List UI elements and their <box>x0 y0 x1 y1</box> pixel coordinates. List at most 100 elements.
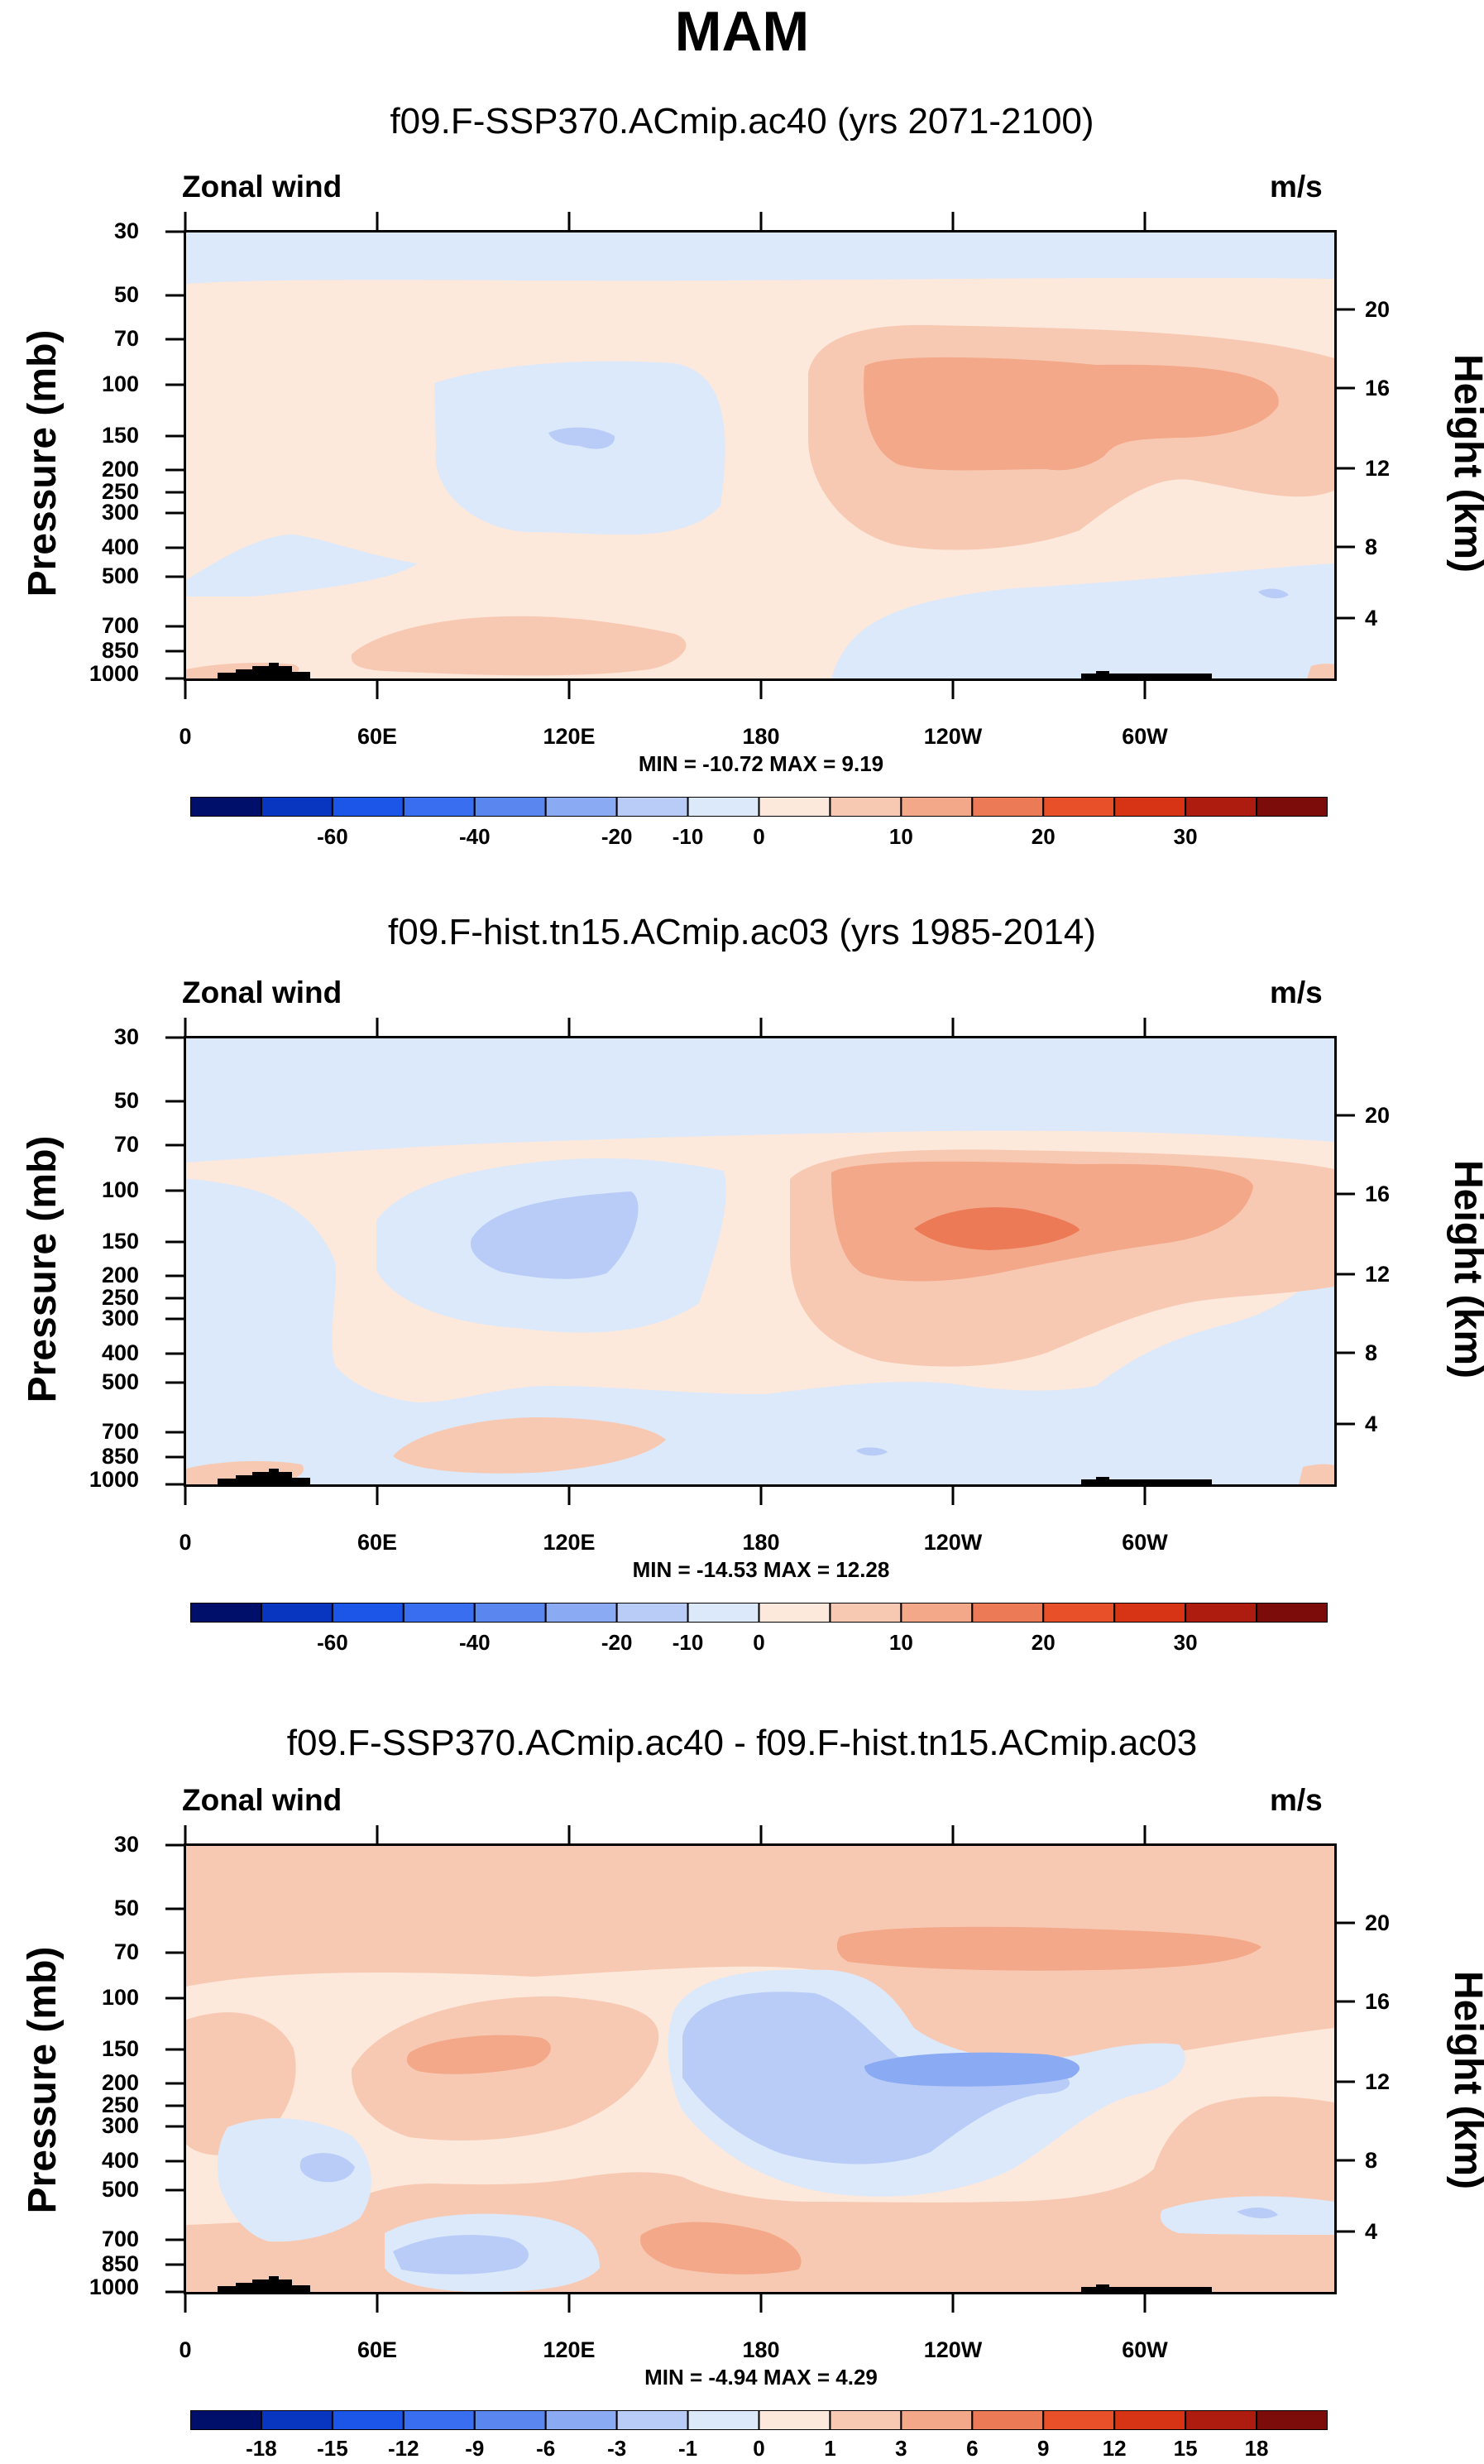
colorbar-box <box>402 797 476 817</box>
colorbar-label: 30 <box>1173 1630 1198 1655</box>
colorbar-box <box>758 2410 831 2430</box>
colorbar-label: 6 <box>966 2436 979 2461</box>
colorbar-box <box>758 797 831 817</box>
y-tick-label: 300 <box>102 500 139 525</box>
colorbar-box <box>615 797 689 817</box>
colorbar-box <box>260 2410 333 2430</box>
figure-title: MAM <box>674 0 810 63</box>
height-tick-label: 4 <box>1365 606 1377 630</box>
fill-negative-anomaly-max <box>864 2052 1079 2087</box>
colorbar-box <box>190 1603 262 1623</box>
fill-negative-lower-core <box>393 2235 529 2275</box>
height-tick-label: 16 <box>1365 376 1390 400</box>
fill-negative-west-core <box>299 2153 355 2183</box>
height-tick-label: 20 <box>1365 1103 1390 1128</box>
y-tick-label: 50 <box>114 1896 139 1920</box>
y-tick-label: 150 <box>102 423 139 448</box>
colorbar-label: 1 <box>824 2436 836 2461</box>
colorbar-box <box>971 2410 1045 2430</box>
fill-surface-westerly-east <box>1307 664 1334 678</box>
x-tick-label: 0 <box>179 2337 191 2362</box>
topography-andes <box>1081 1477 1212 1484</box>
y-tick-label: 250 <box>102 1285 139 1310</box>
colorbar-label: -12 <box>388 2436 419 2461</box>
y-tick-label: 1000 <box>89 2275 139 2299</box>
height-tick-label: 12 <box>1365 1262 1390 1287</box>
x-tick-label: 180 <box>742 724 779 749</box>
colorbar-label: 30 <box>1173 824 1198 849</box>
panel-title: f09.F-SSP370.ACmip.ac40 - f09.F-hist.tn1… <box>286 1723 1198 1763</box>
x-tick-label: 0 <box>179 724 191 749</box>
colorbar-label: -10 <box>672 1630 704 1655</box>
colorbar-label: 15 <box>1173 2436 1198 2461</box>
colorbar-box <box>1113 797 1187 817</box>
fill-lower-westerly <box>351 616 687 676</box>
colorbar <box>190 797 1328 817</box>
height-tick-label: 8 <box>1365 1340 1377 1365</box>
y-tick-label: 150 <box>102 2036 139 2061</box>
colorbar-box <box>544 797 618 817</box>
x-tick-label: 120W <box>924 724 983 749</box>
colorbar-label: 9 <box>1037 2436 1050 2461</box>
colorbar-box <box>1185 797 1258 817</box>
fill-lower-easterly-east <box>831 563 1334 678</box>
y-tick-label: 30 <box>114 1832 139 1857</box>
min-max-stats: MIN = -4.94 MAX = 4.29 <box>644 2365 878 2390</box>
colorbar-box <box>1042 2410 1116 2430</box>
x-tick-label: 120E <box>543 1530 595 1555</box>
y-tick-label: 400 <box>102 535 139 559</box>
fill-lower-westerly <box>393 1417 666 1474</box>
colorbar-label: -40 <box>458 824 491 849</box>
colorbar-box <box>829 797 902 817</box>
x-tick-label: 60E <box>357 1530 397 1555</box>
x-tick-label: 60E <box>357 2337 397 2362</box>
height-tick-label: 12 <box>1365 2069 1390 2094</box>
colorbar-labels: -60 -40 -20 -10 0 10 20 30 <box>190 1630 1328 1658</box>
y-tick-label: 150 <box>102 1229 139 1254</box>
y-tick-label: 70 <box>114 1132 139 1157</box>
colorbar-box <box>615 2410 689 2430</box>
colorbar-box <box>1185 1603 1258 1623</box>
min-max-stats: MIN = -14.53 MAX = 12.28 <box>632 1557 890 1582</box>
colorbar-box <box>1256 2410 1328 2430</box>
x-tick-label: 120E <box>543 2337 595 2362</box>
topography-africa <box>218 663 310 678</box>
fill-westerly-jet-core <box>864 357 1279 471</box>
y-tick-label: 30 <box>114 218 139 243</box>
fill-easterly-core <box>548 427 615 449</box>
panel-title: f09.F-hist.tn15.ACmip.ac03 (yrs 1985-201… <box>388 912 1096 952</box>
y-tick-label: 30 <box>114 1024 139 1049</box>
height-tick-label: 12 <box>1365 456 1390 481</box>
fill-lower-easterly-core <box>856 1447 888 1456</box>
colorbar-label: -60 <box>317 824 348 849</box>
colorbar-box <box>971 1603 1045 1623</box>
colorbar-label: 0 <box>753 1630 765 1655</box>
x-tick-label: 0 <box>179 1530 191 1555</box>
x-tick-label: 60E <box>357 724 397 749</box>
fill-jet-maximum <box>914 1207 1079 1250</box>
colorbar-box <box>971 797 1045 817</box>
variable-label: Zonal wind <box>182 1783 342 1817</box>
colorbar-box <box>402 2410 476 2430</box>
colorbar-box <box>190 2410 262 2430</box>
colorbar-box <box>1042 797 1116 817</box>
colorbar-box <box>1256 1603 1328 1623</box>
height-tick-label: 4 <box>1365 1412 1377 1436</box>
y-tick-label: 70 <box>114 326 139 351</box>
y-tick-label: 70 <box>114 1939 139 1964</box>
y-tick-label: 700 <box>102 2227 139 2251</box>
colorbar-labels: -18 -15 -12 -9 -6 -3 -1 0 1 3 6 9 12 15 … <box>190 2436 1328 2464</box>
y-tick-label: 200 <box>102 457 139 482</box>
fill-tropical-easterly-120E <box>434 361 725 535</box>
colorbar-box <box>829 2410 902 2430</box>
x-tick-label: 60W <box>1122 2337 1168 2362</box>
colorbar-box <box>900 1603 974 1623</box>
y-tick-label: 700 <box>102 1419 139 1444</box>
x-tick-label: 60W <box>1122 1530 1168 1555</box>
colorbar-label: 20 <box>1031 824 1056 849</box>
panel-title: f09.F-SSP370.ACmip.ac40 (yrs 2071-2100) <box>390 101 1094 141</box>
colorbar-box <box>1042 1603 1116 1623</box>
y-tick-label: 850 <box>102 2251 139 2276</box>
x-tick-label: 120E <box>543 724 595 749</box>
colorbar-label: 12 <box>1102 2436 1127 2461</box>
